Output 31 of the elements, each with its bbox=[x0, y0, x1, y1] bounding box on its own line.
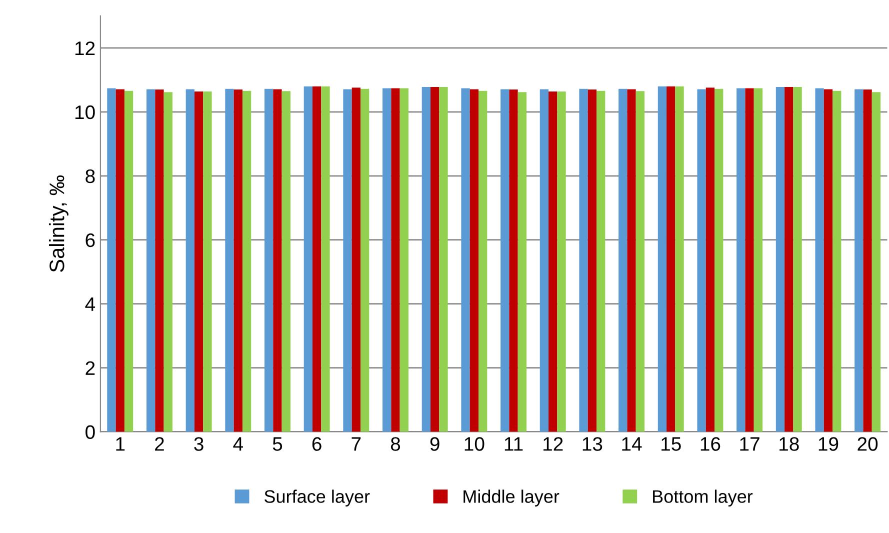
legend-label: Bottom layer bbox=[653, 490, 753, 506]
y-tick-label: 12 bbox=[75, 41, 95, 56]
y-tick-label: 10 bbox=[75, 105, 95, 120]
x-tick-label: 3 bbox=[194, 437, 204, 451]
x-tick-label: 1 bbox=[116, 437, 125, 451]
x-tick-label: 19 bbox=[818, 437, 838, 451]
y-tick-label: 0 bbox=[86, 425, 95, 439]
x-tick-label: 2 bbox=[155, 437, 164, 451]
x-tick-label: 11 bbox=[504, 437, 523, 451]
x-tick-label: 4 bbox=[233, 437, 243, 451]
x-tick-label: 9 bbox=[430, 437, 440, 451]
x-tick-label: 17 bbox=[740, 437, 760, 451]
y-tick-label: 4 bbox=[85, 297, 96, 311]
x-tick-label: 18 bbox=[780, 437, 799, 451]
y-tick-label: 6 bbox=[86, 233, 95, 248]
x-tick-label: 12 bbox=[544, 437, 563, 451]
legend-label: Surface layer bbox=[264, 490, 370, 506]
x-tick-label: 13 bbox=[582, 437, 602, 451]
x-tick-label: 14 bbox=[622, 437, 642, 451]
x-tick-label: 6 bbox=[312, 437, 322, 451]
x-tick-label: 16 bbox=[700, 437, 720, 451]
x-tick-label: 7 bbox=[352, 437, 361, 451]
legend-label: Middle layer bbox=[464, 490, 560, 506]
x-tick-label: 15 bbox=[662, 437, 681, 451]
x-tick-label: 10 bbox=[464, 437, 484, 451]
y-tick-label: 8 bbox=[86, 169, 95, 184]
x-tick-label: 8 bbox=[390, 437, 400, 451]
y-axis-title: Salinity, ‰ bbox=[48, 175, 68, 272]
x-tick-label: 5 bbox=[272, 437, 282, 451]
y-tick-label: 2 bbox=[86, 361, 95, 375]
x-tick-label: 20 bbox=[858, 437, 878, 451]
